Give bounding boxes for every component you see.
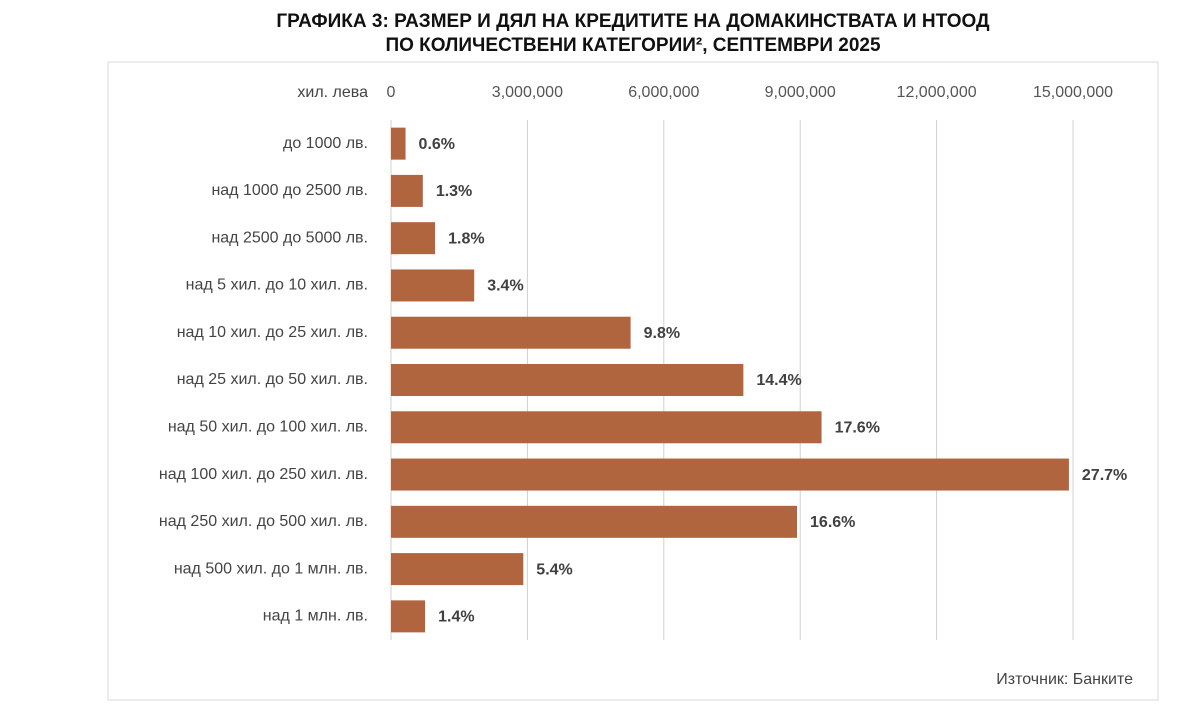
- bar: [391, 174, 423, 207]
- bar: [391, 127, 406, 160]
- bar: [391, 505, 798, 538]
- y-tick-label: над 5 хил. до 10 хил. лв.: [186, 277, 368, 294]
- y-tick-label: над 250 хил. до 500 хил. лв.: [159, 513, 368, 530]
- chart-title: ГРАФИКА 3: РАЗМЕР И ДЯЛ НА КРЕДИТИТЕ НА …: [276, 11, 990, 32]
- bar: [391, 600, 426, 633]
- y-tick-label: над 1000 до 2500 лв.: [211, 182, 368, 199]
- data-label: 14.4%: [756, 372, 801, 389]
- x-tick-label: 15,000,000: [1033, 84, 1113, 101]
- y-tick-label: до 1000 лв.: [283, 135, 368, 152]
- x-tick-label: 3,000,000: [492, 84, 563, 101]
- x-tick-label: 12,000,000: [897, 84, 977, 101]
- data-label: 3.4%: [487, 278, 523, 295]
- y-tick-label: над 25 хил. до 50 хил. лв.: [177, 371, 368, 388]
- bar: [391, 411, 822, 444]
- data-label: 1.8%: [448, 230, 484, 247]
- data-label: 0.6%: [419, 136, 455, 153]
- y-tick-label: над 1 млн. лв.: [263, 608, 368, 625]
- data-label: 27.7%: [1082, 467, 1127, 484]
- unit-label: хил. лева: [297, 84, 368, 101]
- bar: [391, 364, 744, 396]
- bar: [391, 222, 436, 255]
- x-tick-label: 0: [387, 84, 396, 101]
- y-tick-label: над 500 хил. до 1 млн. лв.: [174, 560, 368, 577]
- data-label: 17.6%: [835, 419, 880, 436]
- y-tick-label: над 50 хил. до 100 хил. лв.: [168, 418, 368, 435]
- y-tick-label: над 2500 до 5000 лв.: [211, 229, 368, 246]
- bar: [391, 316, 631, 349]
- bar: [391, 553, 524, 586]
- y-tick-label: над 100 хил. до 250 хил. лв.: [159, 466, 368, 483]
- x-tick-label: 6,000,000: [628, 84, 699, 101]
- data-label: 9.8%: [644, 325, 680, 342]
- data-label: 5.4%: [536, 561, 572, 578]
- bar: [391, 458, 1069, 491]
- data-label: 16.6%: [810, 514, 855, 531]
- data-label: 1.4%: [438, 609, 474, 626]
- source-note: Източник: Банките: [996, 671, 1133, 688]
- data-label: 1.3%: [436, 183, 472, 200]
- chart-frame: [107, 61, 1159, 701]
- chart-title: ПО КОЛИЧЕСТВЕНИ КАТЕГОРИИ², СЕПТЕМВРИ 20…: [385, 35, 881, 56]
- x-tick-label: 9,000,000: [765, 84, 836, 101]
- bar: [391, 269, 475, 302]
- y-tick-label: над 10 хил. до 25 хил. лв.: [177, 324, 368, 341]
